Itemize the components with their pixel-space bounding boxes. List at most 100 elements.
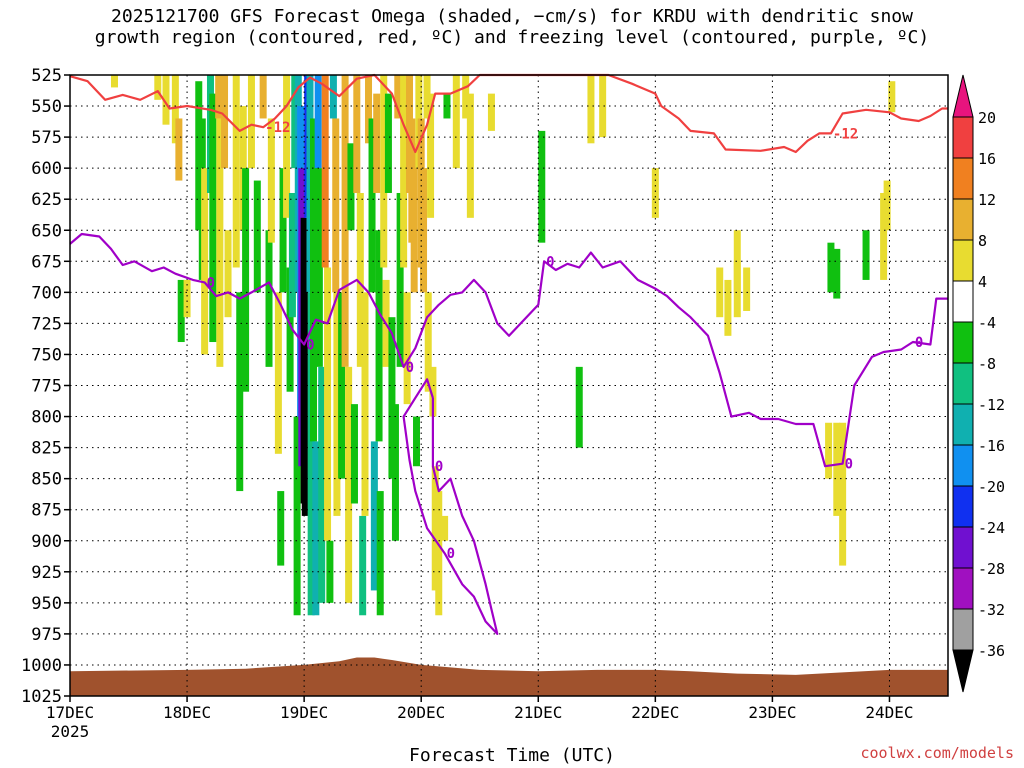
omega-cell xyxy=(221,75,229,169)
colorbar-segment xyxy=(952,116,974,159)
omega-cell xyxy=(862,230,870,280)
omega-cell xyxy=(183,279,191,318)
y-tick-label: 650 xyxy=(31,221,62,241)
omega-cell xyxy=(423,75,431,119)
omega-cell xyxy=(441,515,449,541)
y-axis: 525 550 575 600 625 650 675 700 725 750 775 800 825 8… xyxy=(21,66,70,707)
chart-title: 2025121700 GFS Forecast Omega (shaded, −… xyxy=(0,6,1024,48)
colorbar-segment xyxy=(952,198,974,241)
omega-cell xyxy=(833,422,841,516)
colorbar-label: 4 xyxy=(978,273,987,291)
omega-cell xyxy=(175,118,183,181)
dgz-contour-label: -12 xyxy=(265,120,290,136)
omega-cell xyxy=(391,404,399,541)
colorbar-segment xyxy=(952,403,974,446)
colorbar-segment xyxy=(952,567,974,610)
omega-cell xyxy=(827,242,835,293)
y-tick-label: 925 xyxy=(31,563,62,583)
colorbar-label: -12 xyxy=(978,396,1005,414)
y-tick-label: 750 xyxy=(31,345,62,365)
omega-cell xyxy=(259,75,267,119)
omega-cell xyxy=(267,118,275,243)
colorbar-segment xyxy=(952,362,974,405)
y-tick-label: 850 xyxy=(31,470,62,490)
y-tick-label: 700 xyxy=(31,283,62,303)
colorbar-label: 20 xyxy=(978,109,996,127)
omega-cell xyxy=(356,192,364,367)
colorbar-top-arrow xyxy=(952,74,974,118)
omega-cell xyxy=(329,75,337,119)
colorbar-segment xyxy=(952,157,974,200)
omega-cell xyxy=(833,248,841,299)
x-axis-label: Forecast Time (UTC) xyxy=(409,745,615,766)
terrain-layer xyxy=(70,657,948,696)
omega-cell xyxy=(315,168,323,367)
omega-cell xyxy=(883,180,891,231)
colorbar-label: -4 xyxy=(978,314,996,332)
terrain-area xyxy=(70,657,948,696)
omega-cell xyxy=(651,168,659,218)
omega-cell xyxy=(293,416,301,616)
freezing-level-contour xyxy=(69,232,948,468)
omega-cell xyxy=(466,93,474,218)
colorbar-label: -32 xyxy=(978,601,1005,619)
omega-cell xyxy=(350,404,358,504)
omega-cell xyxy=(825,422,833,479)
omega-cell xyxy=(177,279,185,343)
omega-cell xyxy=(332,118,340,293)
omega-cell xyxy=(242,168,250,392)
omega-cell xyxy=(743,267,751,311)
omega-cell xyxy=(347,143,355,231)
omega-cell xyxy=(201,168,209,355)
omega-cell xyxy=(286,267,294,392)
x-tick-label: 19DEC xyxy=(280,703,328,722)
omega-cell xyxy=(733,261,741,318)
y-tick-label: 575 xyxy=(31,128,62,148)
omega-cell xyxy=(370,441,378,591)
omega-cell xyxy=(162,75,170,125)
omega-cell xyxy=(403,292,411,405)
freezing-level-contour-label: 0 xyxy=(306,338,314,354)
omega-cell xyxy=(288,192,296,318)
omega-cell xyxy=(309,118,317,442)
omega-cell xyxy=(110,75,118,88)
freezing-level-contour-lower-label: 0 xyxy=(435,459,443,475)
omega-cell xyxy=(154,75,162,100)
x-tick-label: 23DEC xyxy=(748,703,796,722)
chart-title-line2: growth region (contoured, red, ºC) and f… xyxy=(94,27,930,48)
omega-cell xyxy=(321,75,329,268)
x-tick-label: 21DEC xyxy=(514,703,562,722)
omega-cell xyxy=(265,230,273,367)
omega-cell xyxy=(599,75,607,138)
colorbar-label: -24 xyxy=(978,519,1005,537)
omega-cell xyxy=(195,81,203,231)
omega-cell xyxy=(538,130,546,243)
omega-cell xyxy=(410,143,418,293)
omega-cell xyxy=(283,75,291,218)
omega-cell xyxy=(247,75,255,169)
omega-cell xyxy=(396,192,404,367)
omega-cell xyxy=(307,292,315,616)
y-tick-label: 550 xyxy=(31,97,62,117)
omega-cell xyxy=(279,168,287,293)
y-tick-label: 825 xyxy=(31,439,62,459)
dgz-contour xyxy=(69,73,948,154)
omega-cell xyxy=(345,366,353,603)
omega-cell xyxy=(888,81,896,113)
x-tick-label: 17DEC xyxy=(46,703,94,722)
omega-cell xyxy=(253,180,261,293)
colorbar-segment xyxy=(952,485,974,528)
contour-layer: -12 -12 0 0 0 0 0 0 0 0 xyxy=(69,73,948,635)
omega-cell xyxy=(384,93,392,193)
omega-cell xyxy=(216,118,224,367)
omega-cell xyxy=(368,118,376,293)
omega-cell xyxy=(373,93,381,193)
omega-cell xyxy=(301,292,309,516)
dgz-contour-label: -12 xyxy=(833,126,858,142)
y-tick-label: 1025 xyxy=(21,687,62,707)
colorbar-label: -20 xyxy=(978,478,1005,496)
omega-cell xyxy=(274,292,282,454)
omega-cell xyxy=(420,168,428,293)
freezing-level-contour-label: 0 xyxy=(546,254,554,270)
